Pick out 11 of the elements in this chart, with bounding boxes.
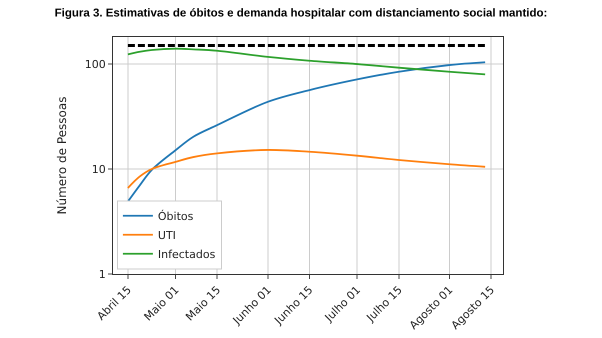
legend-label: Infectados xyxy=(158,248,216,262)
line-series xyxy=(126,149,486,189)
y-axis-title: Número de Pessoas xyxy=(55,96,70,214)
line-series xyxy=(126,48,486,76)
line-series xyxy=(126,61,486,202)
legend-label: UTI xyxy=(158,229,176,242)
y-tick-label: 100 xyxy=(84,58,106,71)
legend-label: Óbitos xyxy=(158,209,194,224)
y-tick-label: 10 xyxy=(92,162,106,176)
chart-title: Figura 3. Estimativas de óbitos e demanda hospitalar com distanciamento social mantido: xyxy=(54,8,548,20)
y-tick-label: 1 xyxy=(98,268,106,281)
